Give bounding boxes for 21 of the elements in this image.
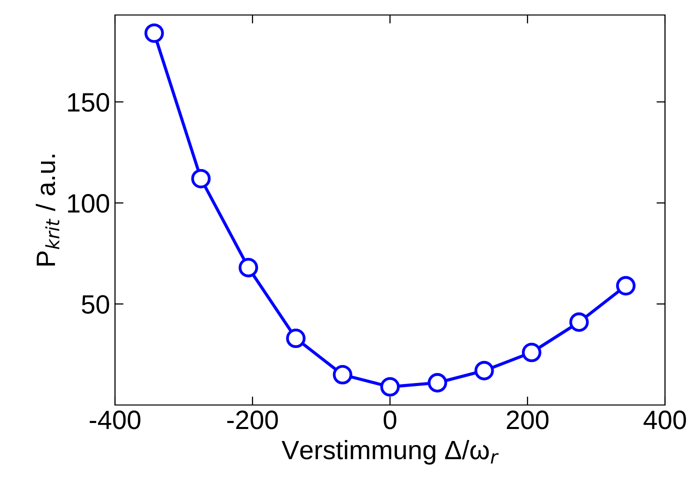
point (428, 373, 448, 392)
y-axis-title: P$_{krit}$ / a.u. (36, 154, 60, 266)
point (522, 342, 542, 362)
y-tick-label: 150 (68, 93, 110, 112)
y-tick-label: 100 (68, 194, 110, 213)
point (380, 377, 400, 397)
point (191, 168, 211, 188)
point (144, 23, 164, 43)
point (332, 364, 352, 384)
point (474, 360, 494, 380)
y-tick-label: 50 (82, 295, 110, 314)
point (238, 258, 258, 278)
x-tick-label: 0 (384, 410, 396, 430)
point (616, 276, 636, 296)
point (569, 312, 589, 332)
x-tick-label: 200 (506, 410, 548, 430)
x-tick-label: -400 (90, 410, 140, 430)
x-tick-label: -200 (227, 410, 278, 430)
x-tick-label: 400 (644, 410, 686, 430)
point (286, 328, 306, 348)
x-axis-title: Verstimmung Δ/ω$_{r}$ (282, 440, 499, 465)
